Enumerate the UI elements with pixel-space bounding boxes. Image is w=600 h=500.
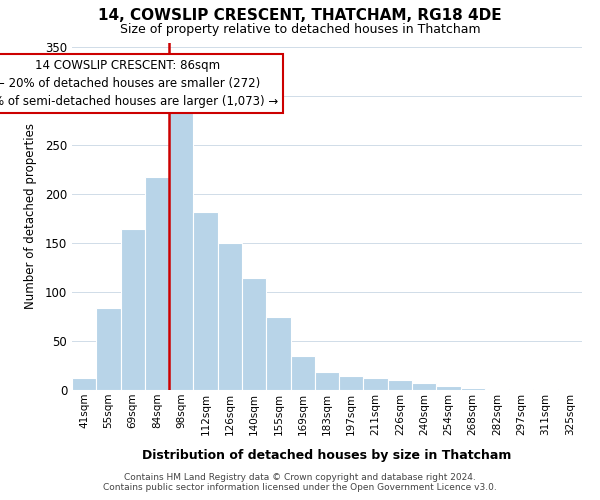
- Bar: [461, 388, 485, 390]
- Bar: [72, 378, 96, 390]
- Text: 14 COWSLIP CRESCENT: 86sqm
← 20% of detached houses are smaller (272)
79% of sem: 14 COWSLIP CRESCENT: 86sqm ← 20% of deta…: [0, 59, 278, 108]
- Bar: [558, 389, 582, 390]
- Y-axis label: Number of detached properties: Number of detached properties: [23, 123, 37, 309]
- Bar: [533, 389, 558, 390]
- Bar: [266, 316, 290, 390]
- Bar: [242, 278, 266, 390]
- Bar: [412, 383, 436, 390]
- Bar: [290, 356, 315, 390]
- Bar: [96, 308, 121, 390]
- Bar: [218, 243, 242, 390]
- Bar: [169, 109, 193, 390]
- Bar: [509, 389, 533, 390]
- Bar: [315, 372, 339, 390]
- Bar: [436, 386, 461, 390]
- Bar: [339, 376, 364, 390]
- Bar: [145, 176, 169, 390]
- Text: Contains HM Land Registry data © Crown copyright and database right 2024.
Contai: Contains HM Land Registry data © Crown c…: [103, 473, 497, 492]
- Text: Size of property relative to detached houses in Thatcham: Size of property relative to detached ho…: [119, 22, 481, 36]
- Bar: [388, 380, 412, 390]
- Text: 14, COWSLIP CRESCENT, THATCHAM, RG18 4DE: 14, COWSLIP CRESCENT, THATCHAM, RG18 4DE: [98, 8, 502, 22]
- Bar: [193, 212, 218, 390]
- Bar: [364, 378, 388, 390]
- Bar: [121, 230, 145, 390]
- Bar: [485, 389, 509, 390]
- X-axis label: Distribution of detached houses by size in Thatcham: Distribution of detached houses by size …: [142, 449, 512, 462]
